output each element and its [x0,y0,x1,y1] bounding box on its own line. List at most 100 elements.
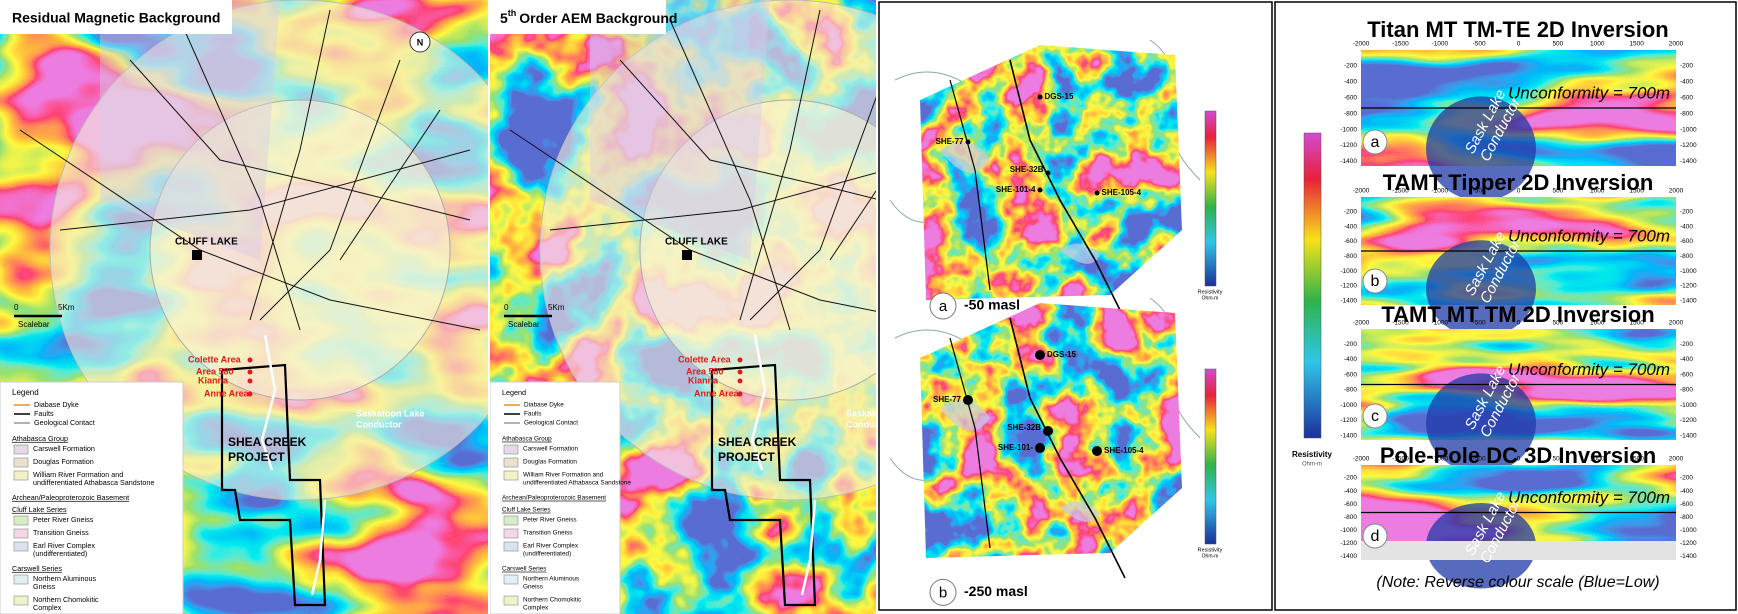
legend-item-label: Transition Gneiss [523,530,573,537]
scale-zero: 0 [504,303,509,312]
legend-group-heading: Cluff Lake Series [502,507,551,514]
depth-slice: DGS-15 SHE-77 SHE-32B SHE-101-4 SHE-105-4 Res… [889,39,1223,321]
x-tick-label: -1500 [1392,41,1409,48]
y-tick-label: -200 [1344,63,1357,70]
drill-hole [963,395,973,405]
hatch-zone [100,0,280,260]
y-tick-label: -400 [1680,79,1693,86]
section-title: TAMT Tipper 2D Inversion [1383,170,1654,195]
legend-item-label: Transition Gneiss [33,528,89,537]
scale-distance: 5Km [58,303,75,312]
legend-group-heading: Athabasca Group [502,436,552,443]
project-outline [710,363,817,607]
legend-swatch [13,595,29,606]
x-tick-label: 0 [1517,41,1521,48]
x-tick-label: 500 [1552,456,1563,463]
x-tick-label: -2000 [1353,456,1370,463]
y-tick-label: -1000 [1340,527,1357,534]
section-letter-ring [1362,403,1388,429]
section-title: Pole-Pole DC 3D Inversion [1380,443,1656,468]
legend-swatch [13,528,29,539]
drill-hole-label: SHE-101-4 [996,185,1036,194]
x-tick-label: -2000 [1353,41,1370,48]
legend-item-label: (undifferentiated) [33,549,87,558]
y-tick-label: -400 [1344,79,1357,86]
drill-traverse [1009,59,1126,321]
title-rest: Order AEM Background [519,10,677,26]
y-tick-label: -1200 [1680,142,1697,149]
y-tick-label: -200 [1344,341,1357,348]
conductor-label: Conductor [846,419,892,429]
colorbar-title: Resistivity [1292,450,1333,459]
x-tick-label: 2000 [1669,320,1684,327]
legend-swatch [13,574,29,585]
legend-group-heading: Carswell Series [12,564,62,573]
area-marker [247,391,253,397]
legend-item-label: Douglas Formation [523,459,577,466]
traverse-west [949,337,991,549]
colorbar-title: Resistivity [1198,289,1223,295]
y-tick-label: -600 [1344,501,1357,508]
legend-item-label: William River Formation and [33,470,123,479]
legend-swatch [13,457,29,468]
title-number: 5 [500,10,508,26]
y-tick-label: -600 [1680,501,1693,508]
x-tick-label: -500 [1473,188,1486,195]
area-marker [247,378,253,384]
section-title: TAMT MT TM 2D Inversion [1381,302,1654,327]
y-tick-label: -200 [1680,63,1693,70]
area-label: Anne Area [694,388,740,398]
colorbar-title: Resistivity [1198,547,1223,553]
x-tick-label: 500 [1552,320,1563,327]
drill-hole-label: SHE-32B [1007,423,1041,432]
legend-item-label: Carswell Formation [523,446,578,453]
y-tick-label: -1200 [1340,417,1357,424]
legend-line-label: Faults [524,411,541,418]
title-box [490,0,666,34]
area-marker [737,369,743,375]
section-letter-ring [1362,268,1388,294]
fault-line [59,149,471,231]
x-tick-label: 1000 [1590,456,1605,463]
drill-hole-label: SHE-105-4 [1104,446,1144,455]
x-tick-label: 1000 [1590,188,1605,195]
legend-heading: Legend [12,388,39,397]
area-label: Anne Area [204,388,250,398]
y-tick-label: -600 [1680,94,1693,101]
y-tick-label: -1000 [1340,126,1357,133]
legend-item-label: Peter River Gneiss [523,517,577,524]
y-tick-label: -400 [1680,356,1693,363]
y-tick-label: -1400 [1680,297,1697,304]
y-tick-label: -1400 [1340,158,1357,165]
north-label: N [417,37,424,47]
legend-line-label: Diabase Dyke [34,400,79,409]
area-marker [737,378,743,384]
legend-swatch [13,541,29,552]
legend-swatch [503,444,519,455]
y-tick-label: -1200 [1340,283,1357,290]
scale-caption: Scalebar [18,320,50,329]
section-letter-ring [1362,523,1388,549]
conductor-label: Saskatoon Lake [846,408,915,418]
legend-item-label: Northern Aluminous [33,574,97,583]
fault-line [739,9,821,321]
y-tick-label: -800 [1680,110,1693,117]
legend-group-heading: Athabasca Group [12,434,68,443]
drill-traverse [1009,317,1126,579]
town-label: CLUFF LAKE [175,237,238,248]
area-label: Colette Area [188,354,242,364]
drill-hole [1035,350,1045,360]
drill-hole-label: DGS-15 [1045,92,1074,101]
y-tick-label: -600 [1344,94,1357,101]
legend-group-heading: Carswell Series [502,566,546,573]
project-label: PROJECT [228,450,285,464]
section-letter: a [1371,134,1380,151]
conductor-trace [310,499,327,596]
unconformity-label: Unconformity = 700m [1508,226,1670,245]
project-outline [220,363,327,607]
drill-hole [1094,190,1100,196]
legend-item-label: Northern Chomokitic [523,597,582,604]
